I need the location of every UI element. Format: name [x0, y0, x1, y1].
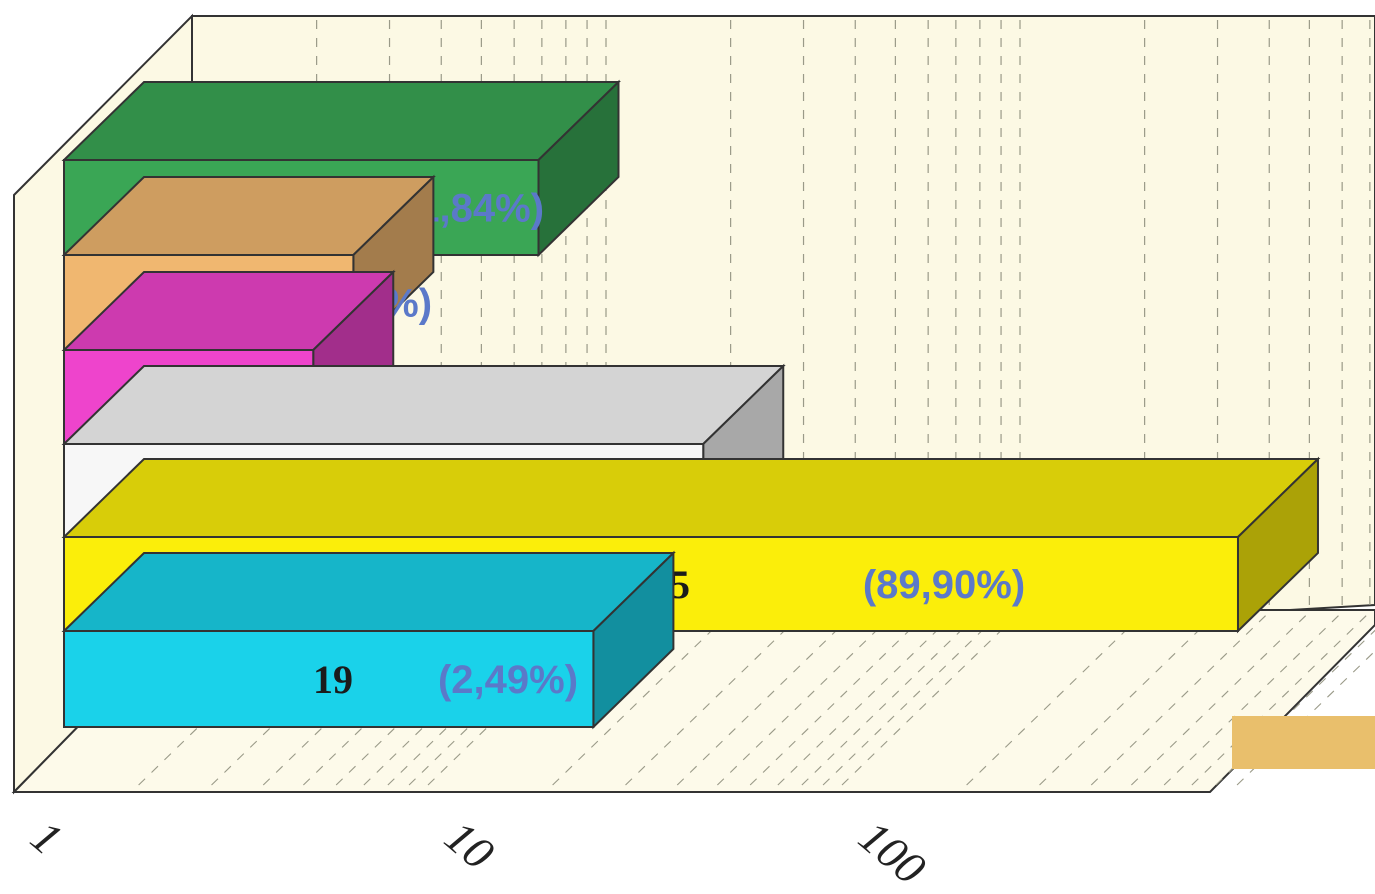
gridline-floor — [1090, 614, 1267, 786]
gridline-floor — [1130, 614, 1307, 786]
gridline-floor — [1191, 614, 1368, 786]
x-tick-label: 100 — [850, 811, 936, 894]
bar-top-face — [61, 458, 1321, 538]
legend-swatch — [1232, 716, 1375, 769]
gridline-floor — [552, 614, 729, 786]
gridline-floor — [777, 614, 954, 786]
gridline-floor — [676, 614, 853, 786]
bar-top-face — [61, 552, 676, 632]
bar-percent-label: (2,49%) — [438, 658, 578, 702]
x-tick-label: 10 — [436, 811, 504, 880]
gridline-floor — [841, 614, 1018, 786]
legend-swatch-partial — [1232, 716, 1375, 769]
gridline-floor — [716, 614, 893, 786]
gridline-floor — [625, 614, 801, 786]
x-axis-ticks: 1 10 100 — [22, 811, 936, 894]
bars: 14(1,84%)5(0,66%)4(0,52%)35(4,59%)685(89… — [61, 79, 1321, 730]
bar-top-face — [61, 81, 621, 161]
bar-front-face — [63, 630, 595, 728]
bar-count-label: 19 — [313, 657, 353, 702]
gridline-floor — [966, 614, 1143, 786]
gridline-floor — [1163, 614, 1340, 786]
gridline-floor — [749, 614, 926, 786]
bar-top-face — [61, 365, 786, 445]
gridline-floor — [822, 614, 999, 786]
x-tick-label: 1 — [22, 811, 72, 865]
bar-19: 19 (2,49%) — [61, 550, 676, 730]
gridline-floor — [801, 614, 978, 786]
gridline-floor — [1039, 614, 1215, 786]
bar-percent-label: (89,90%) — [863, 563, 1025, 607]
